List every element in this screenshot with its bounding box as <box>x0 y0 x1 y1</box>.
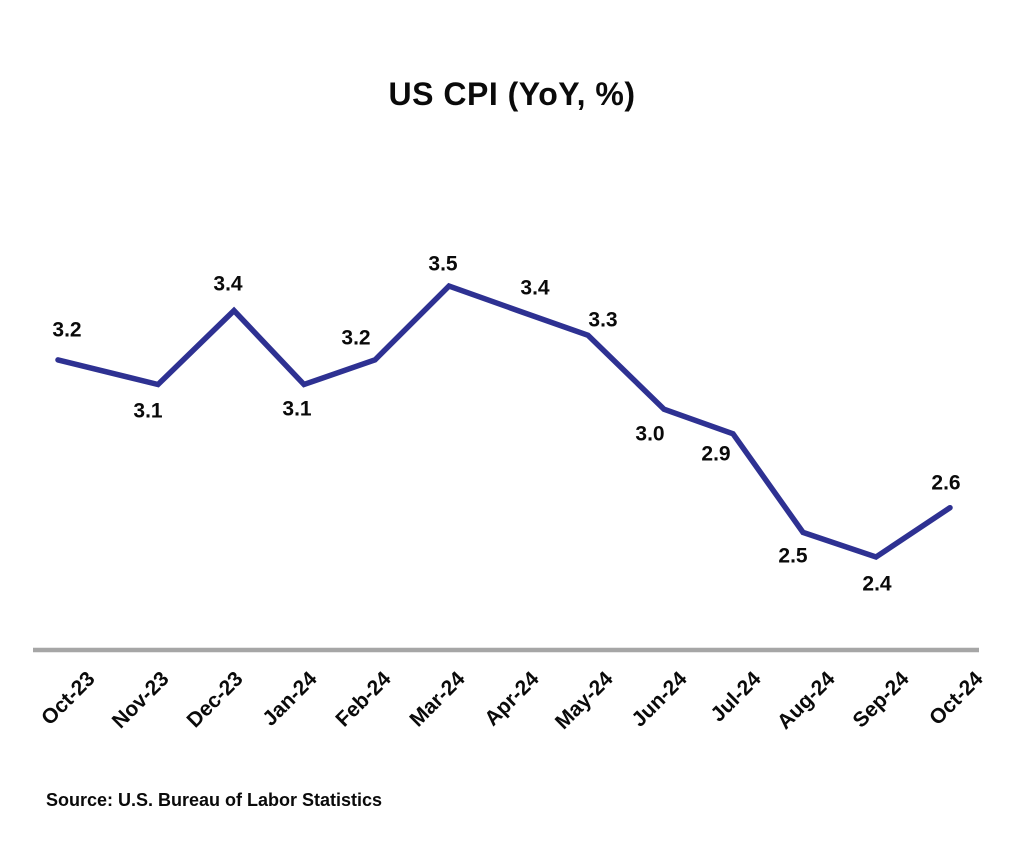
data-point-label: 3.1 <box>133 400 163 423</box>
data-point-label: 3.2 <box>341 327 370 350</box>
x-axis-label: Jun-24 <box>627 667 691 731</box>
data-point-label: 3.1 <box>282 398 312 421</box>
data-point-label: 2.4 <box>862 573 892 596</box>
data-point-label: 2.5 <box>778 545 808 568</box>
x-axis-label: May-24 <box>551 667 618 734</box>
x-axis-label: Oct-24 <box>925 667 988 730</box>
data-point-label: 3.0 <box>635 423 664 446</box>
x-axis-label: Oct-23 <box>37 667 99 729</box>
data-point-label: 2.9 <box>701 443 730 466</box>
x-axis-label: Jan-24 <box>258 667 322 731</box>
data-point-label: 3.3 <box>588 309 617 332</box>
data-point-label: 3.4 <box>213 273 243 296</box>
data-point-label: 3.2 <box>52 319 81 342</box>
x-axis-label: Feb-24 <box>331 667 395 731</box>
data-point-label: 3.4 <box>520 277 550 300</box>
x-axis-label: Jul-24 <box>706 667 765 726</box>
data-point-label: 3.5 <box>428 253 458 276</box>
x-axis-label: Mar-24 <box>405 667 469 731</box>
x-axis-label: Sep-24 <box>849 667 914 732</box>
x-axis-label: Apr-24 <box>480 667 544 731</box>
x-axis-label: Dec-23 <box>183 667 248 732</box>
source-note: Source: U.S. Bureau of Labor Statistics <box>46 790 383 810</box>
cpi-series-line <box>55 282 953 561</box>
data-point-label: 2.6 <box>931 472 960 495</box>
chart-title: US CPI (YoY, %) <box>388 76 636 112</box>
x-axis-label: Nov-23 <box>108 667 174 733</box>
x-axis-label: Aug-24 <box>773 667 840 734</box>
